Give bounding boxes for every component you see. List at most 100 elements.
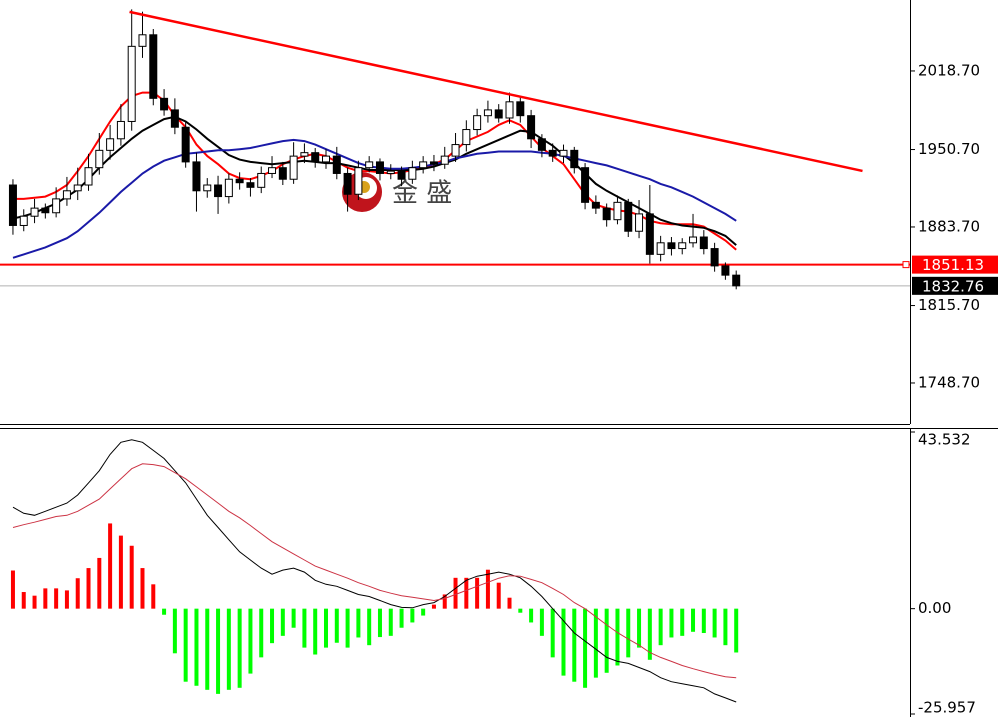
histogram-bar: [183, 608, 188, 682]
candle-body: [235, 178, 244, 184]
candle-body: [181, 126, 190, 163]
candle-body: [127, 45, 136, 122]
macd-line: [12, 439, 737, 703]
y-tick-label: 2018.70: [918, 61, 980, 79]
histogram-bar: [43, 588, 48, 609]
watermark: 金 盛: [342, 172, 452, 212]
candle-body: [505, 101, 514, 119]
trendline: [129, 10, 863, 173]
candle-body: [170, 109, 179, 128]
candle-body: [624, 201, 633, 232]
candle-body: [138, 34, 147, 47]
histogram-bar: [237, 608, 242, 688]
histogram-bar: [313, 608, 318, 655]
histogram-bar: [701, 608, 706, 634]
candle-body: [548, 149, 557, 157]
candle-body: [678, 242, 687, 250]
histogram-bar: [32, 595, 37, 609]
histogram-bar: [205, 608, 210, 690]
price-label-box: [912, 255, 998, 274]
candle-body: [635, 213, 644, 232]
candle-body: [429, 161, 438, 165]
histogram-bar: [691, 608, 696, 632]
histogram-bar: [162, 608, 167, 615]
histogram-bar: [615, 608, 620, 666]
candle-body: [602, 207, 611, 221]
histogram-bar: [539, 608, 544, 636]
candle-body: [84, 167, 93, 186]
histogram-bar: [248, 608, 253, 674]
histogram-bar: [302, 608, 307, 648]
candle-body: [570, 149, 579, 169]
candle-body: [375, 161, 384, 174]
histogram-bar: [593, 608, 598, 678]
candle-body: [613, 201, 622, 221]
y-tick-label: -25.957: [918, 699, 976, 717]
candle-body: [149, 34, 158, 99]
histogram-bar: [637, 608, 642, 648]
histogram-bar: [496, 582, 501, 609]
histogram-bar: [507, 597, 512, 609]
histogram-bar: [647, 608, 652, 660]
histogram-bar: [453, 577, 458, 609]
candle-body: [721, 265, 730, 276]
candle-body: [354, 167, 363, 195]
histogram-bar: [64, 590, 69, 609]
candle-body: [732, 274, 741, 287]
y-tick-label: 1950.70: [918, 140, 980, 158]
candle-body: [30, 207, 39, 217]
histogram-bar: [129, 545, 134, 609]
histogram-bar: [97, 557, 102, 609]
candle-body: [73, 184, 82, 192]
candle-body: [332, 155, 341, 174]
histogram-bar: [140, 568, 145, 609]
macd-line: [12, 463, 737, 679]
candle-body: [19, 215, 28, 226]
histogram-bar: [54, 588, 59, 609]
histogram-bar: [21, 592, 26, 609]
candle-body: [473, 115, 482, 131]
candle-body: [483, 109, 492, 117]
candle-body: [95, 149, 104, 169]
price-label: 1851.13: [922, 256, 984, 274]
candle-body: [322, 155, 331, 163]
histogram-bar: [626, 608, 631, 658]
histogram-bar: [151, 584, 156, 609]
histogram-bar: [356, 608, 361, 638]
candle-body: [214, 184, 223, 198]
histogram-bar: [475, 577, 480, 609]
histogram-bar: [572, 608, 577, 682]
histogram-bar: [485, 569, 490, 609]
candle-body: [203, 184, 212, 192]
histogram-bar: [518, 608, 523, 613]
histogram-bar: [529, 608, 534, 623]
histogram-bar: [377, 608, 382, 638]
candle-body: [300, 152, 309, 157]
histogram-bar: [334, 608, 339, 643]
candle-body: [494, 109, 503, 119]
histogram-bar: [680, 608, 685, 636]
histogram-bar: [410, 608, 415, 623]
histogram-bar: [431, 604, 436, 609]
candle-body: [246, 182, 255, 188]
histogram-bar: [172, 608, 177, 654]
histogram-bar: [421, 608, 426, 616]
histogram-bar: [388, 608, 393, 636]
candle-body: [62, 190, 71, 200]
candle-body: [224, 178, 233, 198]
candle-body: [52, 198, 61, 214]
price-label-box: [912, 276, 998, 295]
histogram-bar: [291, 608, 296, 628]
histogram-bar: [367, 608, 372, 646]
candle-body: [408, 167, 417, 180]
y-tick-label: 1748.70: [918, 373, 980, 391]
histogram-bar: [216, 608, 221, 694]
candle-body: [656, 242, 665, 255]
candle-body: [397, 170, 406, 180]
histogram-bar: [86, 568, 91, 609]
histogram-bar: [669, 608, 674, 638]
watermark-text: 金 盛: [392, 179, 452, 209]
histogram-bar: [324, 608, 329, 648]
moving-average: [12, 115, 737, 246]
